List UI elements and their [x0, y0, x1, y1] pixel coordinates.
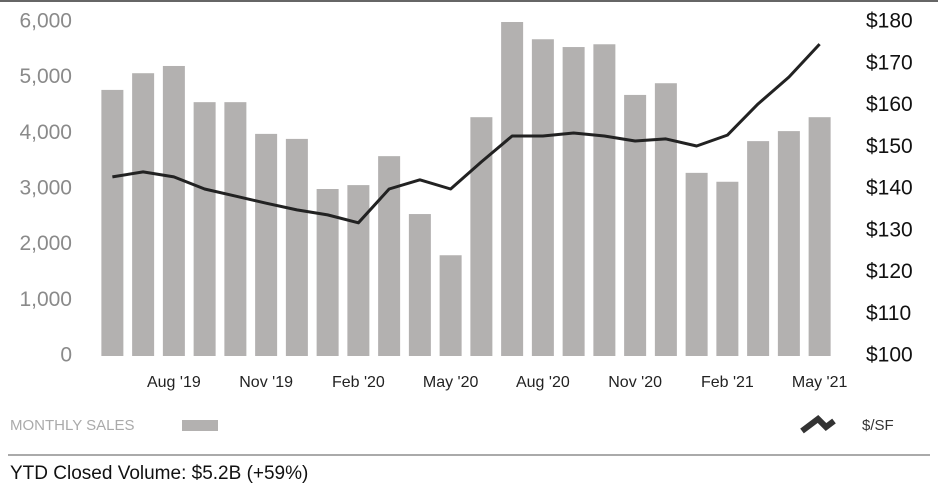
y-tick-label: 0 — [60, 344, 72, 367]
bar — [316, 189, 339, 356]
y2-tick-label: $180 — [866, 10, 913, 33]
bar — [347, 185, 370, 356]
bar — [685, 172, 708, 356]
bar — [378, 156, 401, 356]
x-tick-label: Feb '20 — [332, 374, 385, 391]
bar — [255, 133, 278, 356]
y-tick-label: 5,000 — [19, 65, 72, 88]
y2-tick-label: $100 — [866, 344, 913, 367]
bar — [562, 47, 585, 357]
bar — [285, 138, 308, 356]
y2-tick-label: $110 — [866, 302, 911, 325]
footer-text: YTD Closed Volume: $5.2B (+59%) — [10, 463, 308, 484]
x-tick-label: Nov '20 — [608, 374, 662, 391]
bar — [808, 117, 831, 356]
x-tick-label: Aug '20 — [516, 374, 570, 391]
bar — [132, 73, 155, 357]
y-tick-label: 6,000 — [19, 10, 72, 33]
bar — [162, 65, 185, 356]
y2-tick-label: $120 — [866, 260, 913, 283]
bar — [716, 181, 739, 356]
x-tick-label: Nov '19 — [239, 374, 293, 391]
y-tick-label: 4,000 — [19, 121, 72, 144]
x-tick-label: Aug '19 — [147, 374, 201, 391]
y-tick-label: 2,000 — [19, 232, 72, 255]
y-tick-label: 1,000 — [19, 288, 72, 311]
line — [112, 43, 821, 225]
legend-label: $/SF — [862, 417, 894, 434]
bar — [439, 255, 462, 356]
bar — [531, 39, 554, 357]
bar — [593, 44, 616, 357]
bar — [777, 131, 800, 356]
x-tick-label: May '20 — [423, 374, 479, 391]
legend-swatch — [182, 420, 218, 431]
y2-tick-label: $170 — [866, 51, 913, 74]
bar — [654, 83, 677, 356]
bar — [747, 141, 770, 356]
y2-tick-label: $160 — [866, 93, 913, 116]
bar — [470, 117, 493, 356]
bar — [624, 94, 647, 356]
x-tick-label: Feb '21 — [701, 374, 754, 391]
y-tick-label: 3,000 — [19, 177, 72, 200]
bar — [224, 102, 247, 356]
bar — [501, 22, 524, 356]
y2-tick-label: $150 — [866, 135, 913, 158]
bar — [101, 89, 124, 356]
x-tick-label: May '21 — [792, 374, 848, 391]
legend-label: MONTHLY SALES — [10, 417, 134, 434]
bar — [193, 102, 216, 356]
legend-line-icon — [800, 415, 836, 434]
y2-tick-label: $140 — [866, 177, 913, 200]
bar — [408, 214, 431, 356]
y2-tick-label: $130 — [866, 218, 913, 241]
